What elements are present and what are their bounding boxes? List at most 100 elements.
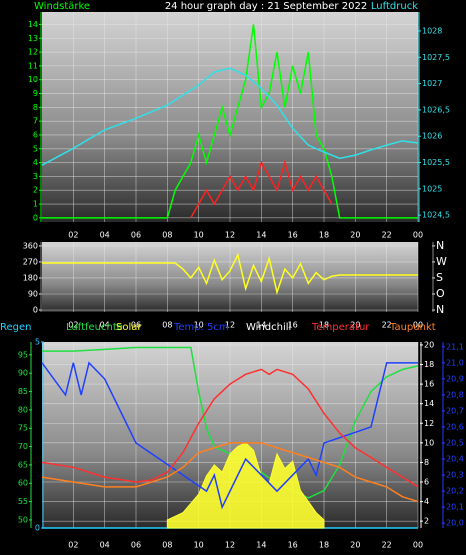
y-tick-label: 21,0 [446, 358, 464, 367]
y-tick-label: 20,6 [446, 422, 464, 431]
x-tick-label: 18 [319, 321, 329, 330]
y-tick-label: 14 [28, 20, 38, 29]
x-tick-label: 22 [382, 231, 392, 240]
y-tick-label: 80 [18, 405, 28, 414]
x-tick-label: 14 [256, 321, 266, 330]
y-tick-label: 12 [28, 48, 38, 57]
y-tick-label: 85 [18, 387, 28, 396]
y-tick-label: 9 [33, 89, 38, 98]
y2-axis-label: Luftdruck [371, 1, 418, 12]
x-tick-label: 22 [382, 321, 392, 330]
y-tick-label: 270 [23, 257, 38, 266]
legend-label: Solar [116, 322, 142, 333]
x-tick-label: 00 [413, 321, 423, 330]
y-tick-label: 1024,5 [422, 211, 450, 220]
series-line [42, 346, 419, 499]
y-tick-label: 1027 [422, 79, 442, 88]
y-tick-label: 1026 [422, 132, 442, 141]
solar-area [166, 442, 325, 529]
x-tick-label: 08 [162, 321, 172, 330]
series-line [41, 368, 419, 488]
y-tick-label: 14 [424, 399, 434, 408]
series-line [41, 361, 418, 510]
x-tick-label: 12 [225, 231, 235, 240]
y-tick-label: 65 [18, 460, 28, 469]
x-tick-label: 16 [288, 321, 298, 330]
y-tick-label: 95 [18, 350, 28, 359]
y-tick-label: 8 [424, 458, 429, 467]
legend-label: Luftfeuchte [66, 322, 123, 333]
x-tick-label: 08 [162, 541, 172, 550]
y-tick-label: W [436, 255, 447, 268]
legend-label: Temp. 5cm [173, 322, 229, 333]
x-tick-label: 00 [413, 231, 423, 240]
y-tick-label: 20,2 [446, 487, 464, 496]
y-tick-label: 55 [18, 497, 28, 506]
y-tick-label: 1028 [422, 26, 442, 35]
y-tick-label: S [436, 271, 443, 284]
y-tick-label: 20,1 [446, 503, 464, 512]
x-tick-label: 02 [68, 321, 78, 330]
x-tick-label: 04 [100, 231, 110, 240]
y-tick-label: 21,1 [446, 342, 464, 351]
x-tick-label: 16 [288, 231, 298, 240]
x-tick-label: 20 [350, 541, 360, 550]
y-tick-label: 70 [18, 442, 28, 451]
x-tick-label: 12 [225, 321, 235, 330]
y-tick-label: 1026,5 [422, 105, 450, 114]
x-tick-label: 06 [131, 231, 141, 240]
legend-label: Windchill [246, 322, 291, 333]
y-tick-label: O [436, 287, 445, 300]
x-tick-label: 18 [319, 541, 329, 550]
y-tick-label: 1025,5 [422, 158, 450, 167]
y-tick-label: 60 [18, 479, 28, 488]
y-tick-label: 90 [18, 369, 28, 378]
y-tick-label: 2 [424, 517, 429, 526]
x-tick-label: 10 [194, 231, 204, 240]
y-tick-label: 20,8 [446, 390, 464, 399]
x-tick-label: 04 [100, 321, 110, 330]
y-tick-label: 4 [33, 158, 38, 167]
series-line [41, 442, 419, 503]
y-tick-label: 10 [28, 75, 38, 84]
y-tick-label: 75 [18, 424, 28, 433]
x-tick-label: 12 [225, 541, 235, 550]
y-tick-label: 2 [33, 186, 38, 195]
legend-label: Regen [0, 322, 32, 333]
y-tick-label: 0 [35, 524, 40, 533]
y-tick-label: 20,7 [446, 406, 464, 415]
y-tick-label: 20,5 [446, 439, 464, 448]
y-tick-label: 1027,5 [422, 53, 450, 62]
x-tick-label: 20 [350, 231, 360, 240]
y-tick-label: 20,0 [446, 519, 464, 528]
y-tick-label: 6 [424, 477, 429, 486]
legend-label: Taupunkt [389, 322, 436, 333]
x-tick-label: 22 [382, 541, 392, 550]
y-tick-label: 50 [18, 515, 28, 524]
y-tick-label: 0 [33, 213, 38, 222]
y-axis-label: Windstärke [34, 1, 90, 12]
y-tick-label: 20,9 [446, 374, 464, 383]
y-tick-label: 12 [424, 419, 434, 428]
x-tick-label: 02 [68, 541, 78, 550]
y-tick-label: 11 [28, 61, 38, 70]
y-tick-label: 20 [424, 340, 434, 349]
y-tick-label: 90 [28, 290, 38, 299]
y-tick-label: 1025 [422, 184, 442, 193]
y-tick-label: 5 [33, 144, 38, 153]
y-tick-label: 5 [35, 338, 40, 347]
chart-title: 24 hour graph day : 21 September 2022 [165, 1, 367, 12]
x-tick-label: 02 [68, 231, 78, 240]
series-line [41, 67, 419, 166]
y-tick-label: 16 [424, 380, 434, 389]
y-tick-label: 18 [424, 360, 434, 369]
y-tick-label: 10 [424, 438, 434, 447]
series-line [42, 252, 418, 295]
x-tick-label: 14 [256, 541, 266, 550]
x-tick-label: 06 [131, 321, 141, 330]
x-tick-label: 08 [162, 231, 172, 240]
y-tick-label: 7 [33, 117, 38, 126]
y-tick-label: 20,3 [446, 471, 464, 480]
x-tick-label: 10 [194, 321, 204, 330]
